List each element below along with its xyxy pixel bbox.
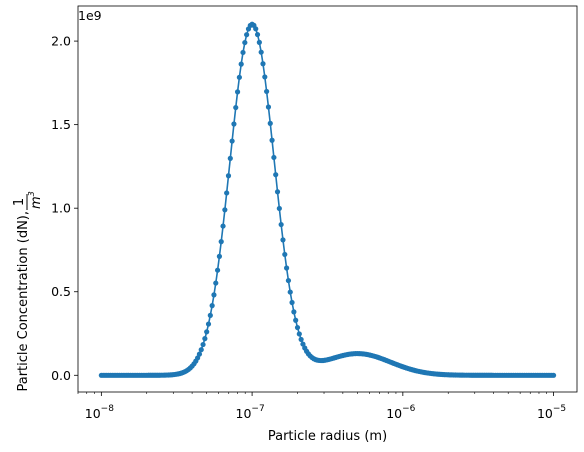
y-offset-label: 1e9: [78, 8, 102, 23]
axes-frame: [77, 5, 578, 393]
x-tick-label: 10−8: [85, 404, 114, 421]
data-point: [276, 205, 282, 212]
data-point: [214, 267, 221, 273]
axes-border: [77, 5, 578, 393]
data-point: [271, 154, 277, 161]
data-point: [207, 312, 213, 318]
data-point: [550, 372, 557, 378]
data-point: [244, 32, 250, 38]
y-axis-label-text: Particle Concentration (dN),: [16, 211, 31, 392]
data-point: [227, 155, 233, 161]
y-axis-label: Particle Concentration (dN), 1 m3: [12, 191, 44, 391]
data-point: [262, 74, 268, 80]
data-point: [200, 341, 206, 348]
x-axis-ticks: 10−8 10−7 10−6 10−5: [77, 392, 566, 421]
data-point: [224, 190, 230, 196]
data-point: [296, 331, 302, 337]
data-point: [225, 173, 232, 179]
data-point: [284, 265, 290, 271]
data-point: [280, 237, 286, 243]
y-axis-label-fraction-denominator: m3: [27, 191, 44, 209]
data-point: [300, 341, 306, 347]
data-point: [285, 277, 292, 284]
data-point: [238, 61, 244, 67]
data-point: [198, 347, 204, 353]
data-point: [298, 336, 304, 343]
data-point: [265, 104, 272, 110]
data-point: [242, 39, 248, 46]
series-layer: [98, 21, 557, 378]
x-tick-label: 10−7: [236, 404, 265, 421]
y-tick-label: 2.0: [51, 34, 71, 49]
data-point: [202, 336, 208, 342]
data-point: [293, 317, 299, 323]
data-point: [222, 207, 228, 213]
data-point: [253, 26, 259, 32]
data-point: [264, 88, 270, 95]
data-point: [231, 121, 237, 127]
data-point: [267, 120, 273, 126]
data-point: [216, 253, 222, 259]
y-tick-label: 1.5: [51, 117, 71, 132]
data-point: [258, 49, 264, 55]
plot-area: [78, 6, 577, 392]
data-point: [294, 324, 301, 331]
data-point: [218, 239, 224, 245]
data-point: [291, 309, 297, 315]
data-point: [229, 138, 235, 144]
data-point: [273, 172, 279, 178]
data-point: [236, 74, 242, 80]
data-point: [287, 289, 293, 295]
data-point: [260, 61, 266, 67]
data-point: [233, 104, 239, 111]
data-point: [289, 299, 295, 306]
data-point: [213, 280, 219, 286]
data-point: [234, 89, 241, 95]
data-point: [205, 321, 212, 327]
data-point: [220, 223, 226, 229]
y-axis-label-fraction-numerator: 1: [12, 198, 27, 206]
y-axis-label-denominator-unit: m: [29, 196, 44, 209]
x-tick-label: 10−6: [386, 404, 415, 421]
y-tick-label: 1.0: [51, 201, 71, 216]
data-point: [209, 303, 215, 309]
y-axis-label-denominator-exponent: 3: [27, 191, 36, 196]
x-tick-label: 10−5: [537, 404, 566, 421]
y-tick-label: 0.5: [51, 284, 71, 299]
data-point: [204, 329, 210, 335]
data-point: [274, 189, 281, 195]
data-point: [256, 39, 262, 45]
x-axis-label: Particle radius (m): [268, 429, 387, 444]
y-tick-label: 0.0: [51, 368, 71, 383]
data-point: [269, 137, 275, 143]
data-point: [211, 292, 217, 298]
data-point: [196, 351, 203, 357]
y-axis-ticks: 0.0 0.5 1.0 1.5 2.0: [51, 34, 78, 383]
data-point: [278, 221, 284, 228]
data-point: [240, 49, 246, 56]
data-point: [282, 251, 288, 258]
data-point: [254, 31, 261, 38]
